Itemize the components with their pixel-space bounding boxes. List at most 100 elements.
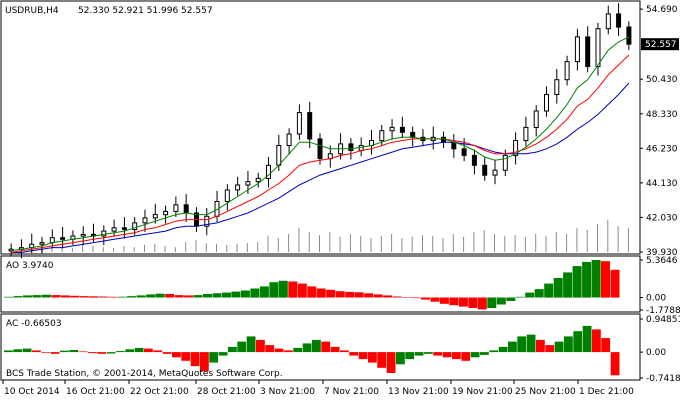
volume-bar (246, 243, 248, 252)
time-tick-label: 16 Oct 21:00 (66, 387, 125, 397)
histogram-bar (265, 345, 275, 353)
histogram-bar (78, 351, 88, 353)
candle-body (163, 210, 169, 216)
histogram-bar (526, 334, 536, 353)
histogram-bar (592, 329, 601, 353)
histogram-bar (165, 294, 175, 298)
histogram-bar (302, 343, 312, 353)
main-panel-frame (0, 0, 641, 255)
time-tick-label: 28 Oct 21:00 (197, 387, 256, 397)
histogram-bar (125, 349, 135, 353)
histogram-bar (240, 290, 250, 298)
histogram-bar (127, 296, 137, 298)
volume-bar (123, 246, 125, 252)
histogram-bar (468, 297, 478, 308)
ma-mid-line (11, 54, 630, 253)
histogram-bar (405, 352, 415, 360)
histogram-bar (79, 296, 89, 298)
volume-bar (422, 235, 423, 252)
histogram-bar (354, 292, 364, 298)
price-tick-label: 54.690 (646, 5, 678, 15)
histogram-bar (508, 341, 517, 353)
histogram-bar (32, 295, 42, 298)
histogram-bar (278, 280, 288, 298)
ao-panel-frame (0, 255, 641, 313)
histogram-bar (449, 297, 459, 306)
candle-body (80, 233, 86, 237)
histogram-bar (237, 341, 247, 353)
candle-body (255, 177, 261, 183)
histogram-bar (88, 352, 97, 354)
volume-bar (432, 236, 434, 252)
candle-body (451, 141, 457, 150)
candle-body (482, 164, 488, 176)
current-price-label: 52.557 (645, 40, 677, 50)
candle-body (296, 112, 302, 135)
candle-body (626, 26, 632, 45)
volume-bar (380, 236, 382, 252)
histogram-bar (274, 348, 284, 353)
volume-bar (370, 238, 372, 252)
candle-body (389, 126, 395, 132)
ohlc-label: 52.330 52.921 51.996 52.557 (78, 6, 213, 16)
histogram-bar (458, 297, 468, 307)
histogram-bar (222, 292, 231, 298)
candle-body (513, 140, 519, 156)
histogram-bar (4, 296, 13, 298)
volume-bar (617, 226, 619, 252)
histogram-bar (212, 293, 222, 298)
histogram-bar (489, 350, 499, 353)
histogram-bar (525, 292, 535, 298)
histogram-bar (506, 297, 516, 301)
volume-bar (226, 244, 228, 252)
volume-bar (483, 230, 485, 252)
volume-bar (267, 236, 269, 252)
histogram-bar (553, 278, 563, 298)
volume-bar (463, 236, 465, 252)
volume-bar (61, 247, 63, 252)
price-tick-label: 48.330 (646, 110, 678, 120)
histogram-bar (153, 350, 163, 353)
volume-bar (442, 238, 444, 252)
histogram-bar (601, 338, 611, 353)
time-axis: 10 Oct 2014 16 Oct 21:00 22 Oct 21:00 28 Oc… (2, 380, 634, 397)
candle-body (266, 164, 271, 180)
histogram-bar (89, 296, 99, 298)
volume-bar (277, 238, 279, 252)
volume-bar (102, 247, 104, 252)
candle-body (585, 36, 591, 68)
histogram-bar (297, 283, 307, 298)
ac-histogram: 0.94851 0.00 -0.74187 (4, 315, 680, 384)
candle-body (111, 227, 117, 232)
histogram-bar (184, 295, 194, 298)
moving-averages (11, 36, 630, 253)
histogram-bar (610, 352, 620, 376)
indicator-tick-label: 0.00 (646, 294, 666, 304)
volume-bar (597, 224, 598, 252)
volume-bar (185, 242, 187, 252)
candle-body (523, 126, 529, 142)
candle-body (533, 110, 539, 128)
candle-body (101, 230, 107, 237)
candle-body (379, 130, 385, 142)
candle-body (502, 154, 508, 171)
current-price-marker: 52.557 (641, 38, 679, 51)
volume-bar (452, 234, 454, 252)
candle-body (358, 145, 364, 151)
volume-bar (391, 234, 393, 252)
histogram-bar (349, 352, 359, 356)
histogram-bar (41, 294, 51, 298)
histogram-bar (116, 351, 125, 353)
histogram-bar (288, 281, 298, 298)
histogram-bar (174, 295, 184, 298)
candle-body (492, 169, 498, 176)
histogram-bar (452, 352, 461, 360)
histogram-bar (32, 350, 41, 353)
volume-bar (576, 228, 578, 252)
volume-bar (555, 232, 557, 252)
histogram-bar (209, 352, 219, 363)
candle-body (399, 126, 405, 133)
histogram-bar (117, 296, 127, 298)
histogram-bar (564, 336, 573, 353)
